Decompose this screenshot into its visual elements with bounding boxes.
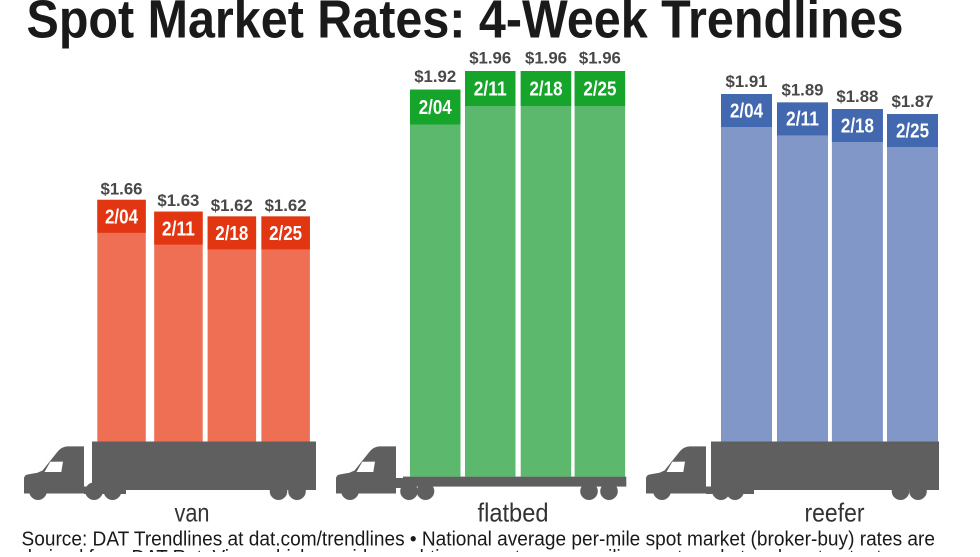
svg-text:2/18: 2/18 (841, 115, 874, 137)
svg-text:$1.96: $1.96 (579, 49, 621, 68)
svg-text:$1.62: $1.62 (211, 196, 253, 215)
svg-text:van: van (175, 498, 210, 528)
svg-text:2/18: 2/18 (215, 223, 248, 245)
svg-text:$1.62: $1.62 (265, 196, 307, 215)
svg-text:2/04: 2/04 (105, 207, 139, 229)
svg-text:$1.87: $1.87 (892, 92, 934, 111)
svg-text:$1.66: $1.66 (101, 179, 143, 198)
svg-text:2/04: 2/04 (730, 100, 764, 122)
svg-text:2/11: 2/11 (786, 109, 819, 131)
svg-text:$1.96: $1.96 (469, 49, 511, 68)
svg-text:2/04: 2/04 (419, 97, 453, 119)
svg-text:$1.96: $1.96 (525, 49, 567, 68)
svg-text:flatbed: flatbed (478, 498, 549, 528)
svg-text:2/11: 2/11 (162, 218, 195, 240)
svg-text:2/25: 2/25 (896, 120, 929, 142)
svg-text:2/11: 2/11 (474, 78, 507, 100)
svg-text:2/25: 2/25 (583, 78, 616, 100)
svg-text:$1.91: $1.91 (726, 72, 768, 91)
svg-text:Spot Market Rates: 4-Week Tren: Spot Market Rates: 4-Week Trendlines (27, 0, 904, 50)
svg-text:reefer: reefer (805, 498, 865, 528)
svg-text:$1.88: $1.88 (836, 87, 878, 106)
svg-text:derived from DAT RateView, whi: derived from DAT RateView, which provide… (22, 547, 902, 552)
svg-text:2/25: 2/25 (269, 223, 302, 245)
svg-text:$1.89: $1.89 (782, 80, 824, 99)
svg-text:$1.63: $1.63 (157, 191, 199, 210)
svg-text:$1.92: $1.92 (414, 67, 456, 86)
svg-text:Source: DAT Trendlines at dat.: Source: DAT Trendlines at dat.com/trendl… (22, 529, 936, 551)
svg-text:2/18: 2/18 (530, 78, 563, 100)
